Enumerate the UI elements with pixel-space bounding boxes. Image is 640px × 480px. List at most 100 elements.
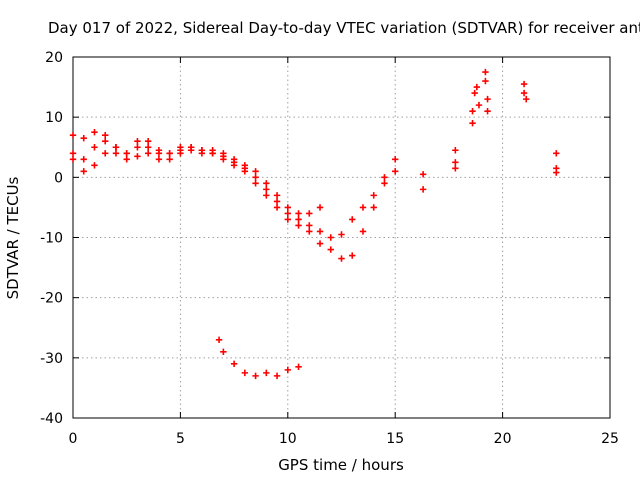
data-point [166, 156, 173, 163]
data-point [359, 228, 367, 235]
data-point [252, 180, 259, 187]
data-point [520, 89, 528, 97]
series-track-lower [69, 147, 399, 262]
data-point [295, 363, 302, 371]
data-point [263, 192, 270, 199]
data-point [284, 204, 291, 211]
data-point [102, 150, 109, 157]
data-point [263, 180, 270, 187]
y-tick-label: -30 [40, 351, 63, 367]
data-point [284, 366, 291, 374]
y-tick-label: -40 [40, 411, 63, 427]
data-point [295, 216, 302, 223]
axis-ticks: 0 5 10 15 20 25 -40 -30 -20 -10 0 10 20 [40, 50, 619, 447]
data-point [80, 156, 87, 163]
data-point [123, 150, 130, 157]
data-point [370, 204, 377, 211]
data-point [123, 156, 130, 163]
x-tick-label: 10 [279, 431, 297, 447]
data-point [177, 150, 184, 157]
data-point [273, 204, 281, 211]
data-point [91, 162, 98, 169]
y-tick-label: 0 [54, 170, 63, 186]
data-point [187, 147, 195, 154]
data-point [295, 210, 302, 217]
data-point [209, 150, 216, 157]
data-point [252, 168, 259, 175]
x-tick-label: 5 [176, 431, 185, 447]
data-point [482, 68, 489, 76]
data-point [452, 159, 459, 166]
chart-title: Day 017 of 2022, Sidereal Day-to-day VTE… [48, 19, 640, 37]
data-point [220, 156, 227, 163]
data-point [69, 132, 77, 139]
data-point [419, 171, 427, 178]
data-point [230, 360, 238, 368]
x-tick-label: 15 [386, 431, 404, 447]
data-point [166, 150, 173, 157]
x-tick-label: 25 [601, 431, 619, 447]
data-point [553, 169, 560, 176]
data-point [263, 369, 270, 377]
data-point [241, 369, 249, 377]
data-point [469, 119, 476, 127]
x-tick-label: 20 [494, 431, 512, 447]
data-point [484, 107, 491, 115]
data-point [327, 246, 334, 253]
data-point [553, 150, 560, 157]
data-point [370, 192, 377, 199]
data-point [91, 129, 98, 136]
y-axis-label: SDTVAR / TECUs [4, 176, 22, 299]
data-point [144, 144, 152, 151]
data-point [349, 252, 356, 259]
data-point [327, 234, 334, 241]
data-point [316, 204, 324, 211]
series-late-fragments [419, 68, 560, 193]
data-point [69, 150, 77, 157]
data-point [177, 144, 184, 151]
data-point [392, 168, 399, 175]
data-point [220, 348, 227, 356]
data-point [134, 153, 141, 160]
data-point [381, 180, 388, 187]
data-point [230, 162, 238, 169]
data-point [471, 89, 478, 97]
y-tick-label: -10 [40, 231, 63, 247]
data-point [134, 144, 141, 151]
data-point [349, 216, 356, 223]
data-point [419, 186, 427, 193]
data-point [144, 150, 152, 157]
data-point [155, 156, 163, 163]
data-point [484, 95, 491, 103]
series-track-bottom [215, 336, 302, 380]
data-point [273, 372, 281, 380]
data-point [359, 204, 367, 211]
data-point [252, 174, 259, 181]
data-point [102, 138, 109, 145]
data-point [295, 222, 302, 229]
data-point [241, 168, 249, 175]
data-point [155, 147, 163, 154]
data-point [338, 255, 345, 262]
data-point [134, 138, 141, 145]
data-point [112, 150, 120, 157]
x-tick-label: 0 [69, 431, 78, 447]
data-point [102, 132, 109, 139]
data-point [475, 101, 483, 109]
data-point [381, 174, 388, 181]
data-point [306, 222, 313, 229]
data-point [80, 168, 87, 175]
data-point [284, 210, 291, 217]
series-track-upper [69, 129, 324, 217]
data-point [482, 77, 489, 85]
data-point [392, 156, 399, 163]
data-point [306, 228, 313, 235]
y-tick-label: -20 [40, 291, 63, 307]
data-points [69, 68, 560, 380]
data-point [284, 216, 291, 223]
data-point [80, 135, 87, 142]
data-point [469, 107, 476, 115]
data-point [252, 372, 259, 380]
data-point [273, 192, 281, 199]
